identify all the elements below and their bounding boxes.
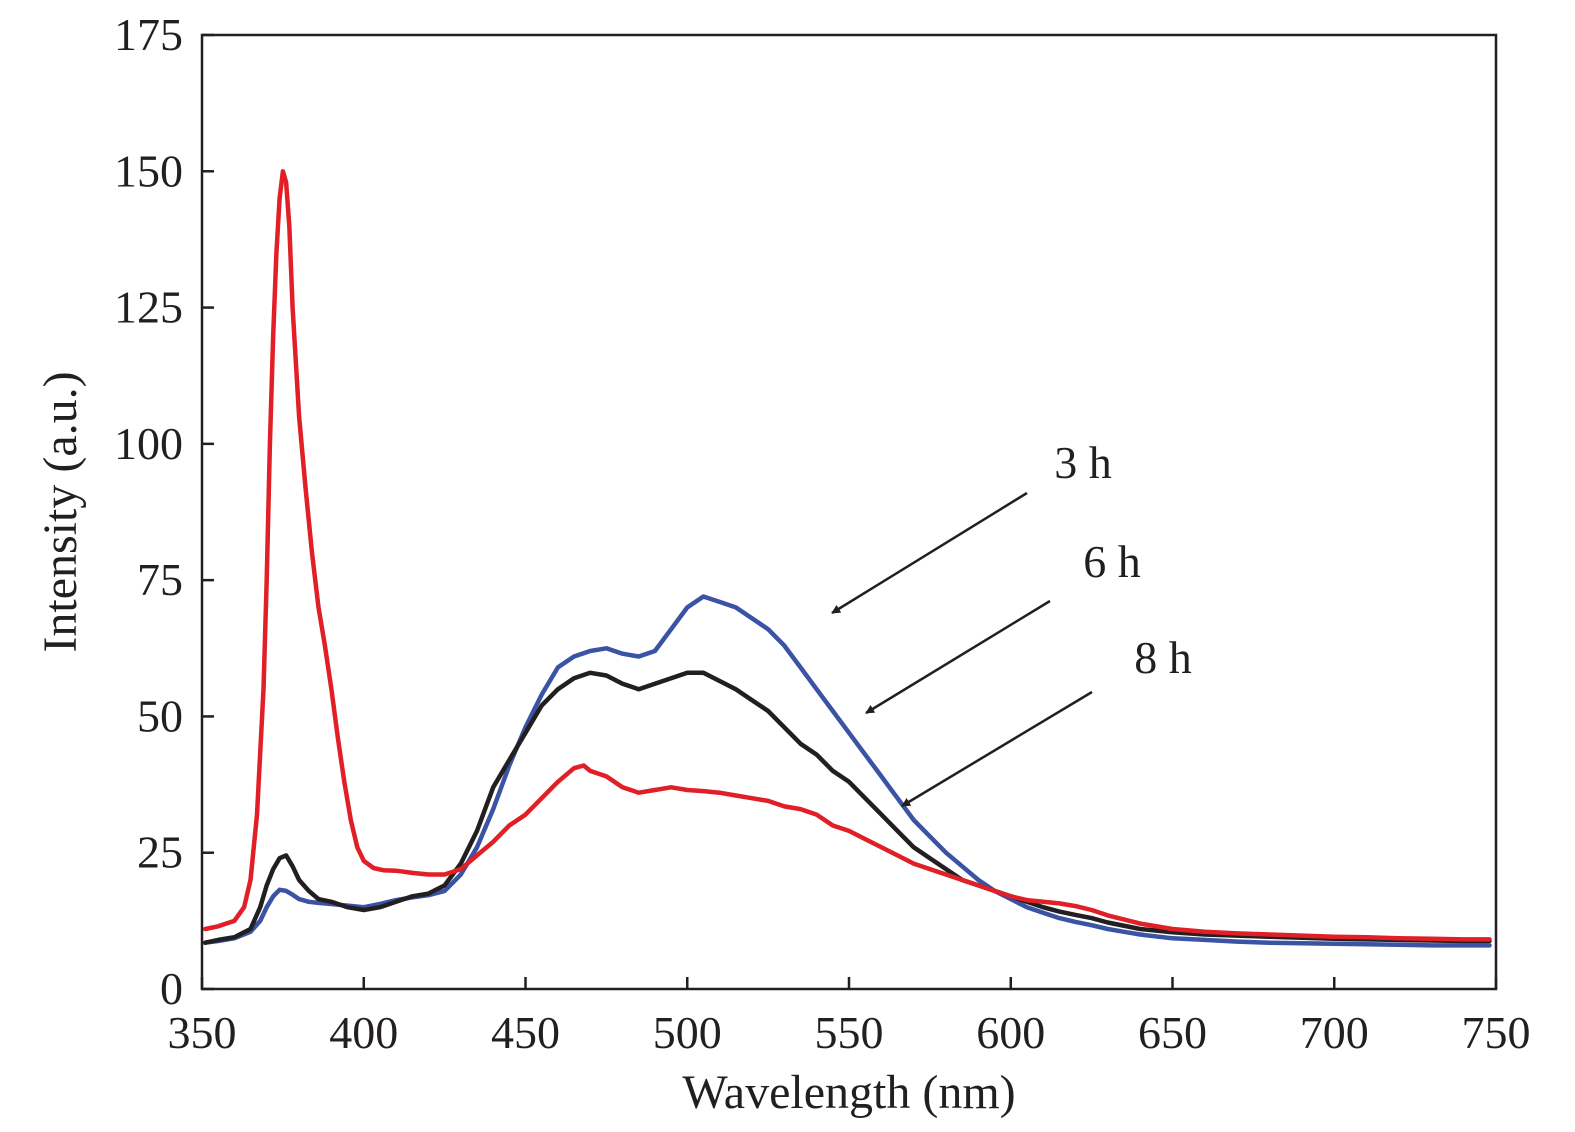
- y-axis-ticks: 0 25 50 75 100 125 150 175: [114, 9, 214, 1014]
- x-tick-label: 700: [1300, 1007, 1369, 1058]
- plot-area-frame: [200, 33, 1498, 991]
- series-layer: [202, 169, 1492, 948]
- series-line-8h: [202, 169, 1492, 942]
- y-tick-label: 0: [160, 963, 183, 1014]
- annotation-layer: 3 h 6 h 8 h: [831, 437, 1192, 808]
- y-axis-title: Intensity (a.u.): [34, 371, 87, 652]
- y-tick-label: 175: [114, 9, 183, 60]
- x-tick-label: 550: [815, 1007, 884, 1058]
- x-tick-label: 650: [1138, 1007, 1207, 1058]
- x-tick-label: 500: [653, 1007, 722, 1058]
- y-tick-label: 25: [137, 827, 183, 878]
- x-tick-label: 450: [491, 1007, 560, 1058]
- series-line-3h: [202, 594, 1492, 948]
- x-axis-title: Wavelength (nm): [682, 1066, 1015, 1119]
- annotation-label-3h: 3 h: [1054, 437, 1112, 488]
- annotation-label-6h: 6 h: [1083, 536, 1141, 587]
- y-tick-label: 100: [114, 418, 183, 469]
- series-line-6h: [202, 670, 1492, 945]
- annotation-arrow-8h: [901, 690, 1093, 808]
- y-tick-label: 75: [137, 554, 183, 605]
- annotation-label-8h: 8 h: [1134, 632, 1192, 683]
- x-axis-ticks: 350 400 450 500 550 600 650 700 750: [168, 977, 1531, 1058]
- y-tick-label: 150: [114, 145, 183, 196]
- y-tick-label: 50: [137, 690, 183, 741]
- x-tick-label: 350: [168, 1007, 237, 1058]
- x-tick-label: 600: [976, 1007, 1045, 1058]
- annotation-arrow-6h: [865, 599, 1051, 715]
- x-tick-label: 400: [329, 1007, 398, 1058]
- annotation-arrow-3h: [831, 491, 1028, 615]
- x-tick-label: 750: [1462, 1007, 1531, 1058]
- y-tick-label: 125: [114, 282, 183, 333]
